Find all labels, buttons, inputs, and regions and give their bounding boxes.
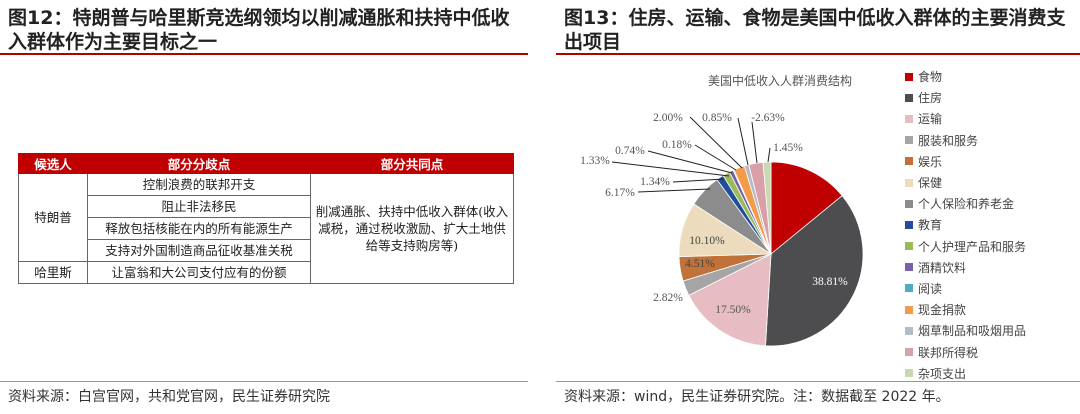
legend-swatch (905, 305, 913, 314)
legend-swatch (905, 157, 913, 166)
legend-label: 娱乐 (918, 154, 943, 169)
source-rule (556, 381, 1080, 382)
legend-item: 烟草制品和吸烟用品 (905, 320, 1026, 341)
legend-swatch (905, 263, 913, 272)
data-label: 1.45% (773, 142, 803, 154)
legend-swatch (905, 326, 913, 335)
legend-item: 服装和服务 (905, 130, 1026, 151)
leader-line (637, 188, 711, 193)
left-panel: 图12：特朗普与哈里斯竞选纲领均以削减通胀和扶持中低收入群体作为主要目标之一 候… (0, 0, 528, 414)
legend-label: 现金捐款 (918, 303, 967, 318)
legend-item: 保健 (905, 172, 1026, 193)
leader-line (647, 150, 733, 174)
difference-point: 支持对外国制造商品征收基准关税 (87, 239, 311, 262)
legend-item: 联邦所得税 (905, 341, 1026, 362)
data-label: 6.17% (605, 187, 635, 199)
legend-label: 保健 (918, 176, 943, 191)
data-label: 17.50% (715, 304, 751, 316)
legend-item: 个人护理产品和服务 (905, 236, 1026, 257)
leader-line (751, 121, 758, 164)
legend-item: 教育 (905, 214, 1026, 235)
data-label: 4.51% (685, 258, 715, 270)
legend-swatch (905, 136, 913, 145)
figure-title: 图12：特朗普与哈里斯竞选纲领均以削减通胀和扶持中低收入群体作为主要目标之一 (8, 7, 510, 53)
legend-swatch (905, 220, 913, 229)
data-label: 0.74% (615, 145, 645, 157)
pie-slice (770, 161, 843, 255)
data-label: 14.82% (784, 186, 820, 198)
legend-swatch (905, 348, 913, 357)
common-point: 削减通胀、扶持中低收入群体(收入减税，通过税收激励、扩大土地供给等支持购房等) (310, 173, 514, 284)
pie-slice (688, 253, 772, 347)
legend-label: 个人保险和养老金 (918, 197, 1015, 212)
legend-item: 食物 (905, 66, 1026, 87)
legend-label: 运输 (918, 112, 943, 127)
legend-swatch (905, 72, 913, 81)
legend-item: 酒精饮料 (905, 257, 1026, 278)
data-label: 0.85% (702, 112, 732, 124)
leader-line (737, 117, 749, 166)
legend-label: 个人护理产品和服务 (918, 239, 1027, 254)
legend-item: 杂项支出 (905, 363, 1026, 384)
source-note: 资料来源：wind，民生证券研究院。注：数据截至 2022 年。 (564, 389, 950, 405)
data-label: 38.81% (812, 276, 848, 288)
data-label: 1.33% (580, 155, 610, 167)
legend-label: 烟草制品和吸烟用品 (918, 324, 1027, 339)
legend-label: 服装和服务 (918, 133, 979, 148)
legend-label: 食物 (918, 70, 943, 85)
figure-title: 图13：住房、运输、食物是美国中低收入群体的主要消费支出项目 (564, 7, 1066, 53)
legend-swatch (905, 93, 913, 102)
data-label: -2.63% (751, 112, 785, 124)
leader-line (694, 144, 737, 171)
legend-swatch (905, 114, 913, 123)
header-candidate: 候选人 (18, 153, 88, 174)
difference-point: 让富翁和大公司支付应有的份额 (87, 261, 311, 284)
legend-swatch (905, 178, 913, 187)
chart-legend: 食物住房运输服装和服务娱乐保健个人保险和养老金 教育个人护理产品和服务 酒精饮料阅读… (905, 66, 1026, 384)
legend-label: 杂项支出 (918, 366, 967, 381)
leader-line (611, 161, 730, 177)
candidate-harris: 哈里斯 (18, 261, 88, 284)
right-panel: 图13：住房、运输、食物是美国中低收入群体的主要消费支出项目 资料来源：wind… (556, 0, 1080, 414)
data-label: 2.00% (653, 112, 683, 124)
pie-slice (765, 195, 864, 347)
data-label: 10.10% (689, 235, 725, 247)
data-label: 0.18% (662, 139, 692, 151)
legend-item: 娱乐 (905, 151, 1026, 172)
pie-slice (762, 161, 772, 255)
header-common: 部分共同点 (310, 153, 514, 174)
leader-line (689, 116, 743, 169)
legend-label: 酒精饮料 (918, 260, 967, 275)
legend-label: 阅读 (918, 281, 943, 296)
legend-label: 联邦所得税 (918, 345, 979, 360)
title-rule (556, 53, 1080, 55)
source-note: 资料来源：白宫官网，共和党官网，民生证券研究院 (8, 389, 330, 405)
leader-line (672, 178, 725, 183)
chart-title: 美国中低收入人群消费结构 (708, 73, 852, 88)
legend-item: 阅读 (905, 278, 1026, 299)
title-rule (0, 53, 528, 55)
legend-item: 运输 (905, 108, 1026, 129)
legend-item: 现金捐款 (905, 299, 1026, 320)
legend-swatch (905, 284, 913, 293)
data-label: 2.82% (653, 292, 683, 304)
legend-label: 住房 (918, 91, 943, 106)
legend-swatch (905, 242, 913, 251)
legend-label: 教育 (918, 218, 943, 233)
legend-swatch (905, 369, 913, 378)
candidate-table: 候选人 部分分歧点 部分共同点 特朗普 控制浪费的联邦开支 削减通胀、扶持中低收入群体… (18, 153, 514, 284)
candidate-trump: 特朗普 (18, 173, 88, 262)
data-label: 1.34% (640, 176, 670, 188)
leader-line (767, 147, 771, 163)
legend-item: 住房 (905, 87, 1026, 108)
legend-item: 个人保险和养老金 (905, 193, 1026, 214)
source-rule (0, 381, 528, 382)
legend-swatch (905, 199, 913, 208)
